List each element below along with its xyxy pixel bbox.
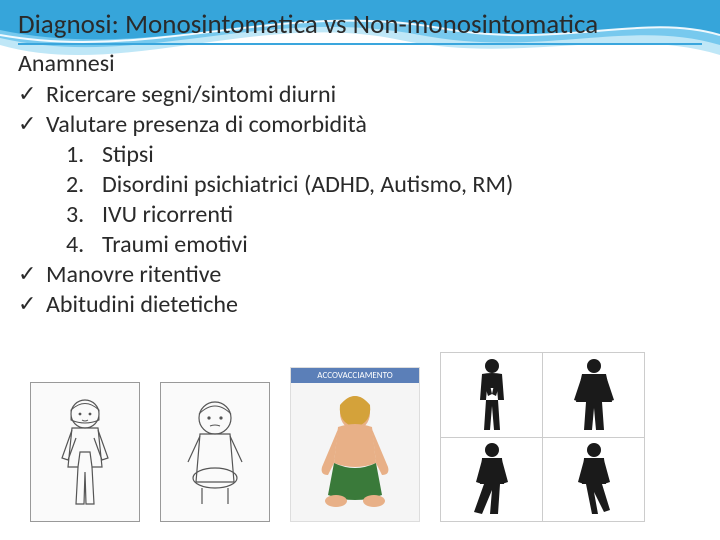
pictogram-cell-1 [441, 353, 542, 437]
numbered-item: 4.Traumi emotivi [66, 230, 702, 260]
check-icon: ✓ [18, 260, 46, 288]
check-text: Manovre ritentive [46, 260, 221, 290]
numbered-item: 1.Stipsi [66, 140, 702, 170]
num-text: IVU ricorrenti [102, 200, 233, 230]
check-item: ✓ Manovre ritentive [18, 260, 702, 290]
check-text: Valutare presenza di comorbidità [46, 110, 367, 140]
check-item: ✓ Valutare presenza di comorbidità [18, 110, 702, 140]
num-text: Stipsi [102, 140, 154, 170]
center-caption: ACCOVACCIAMENTO [291, 368, 419, 383]
numbered-list: 1.Stipsi 2.Disordini psichiatrici (ADHD,… [66, 140, 702, 260]
sketch-figure-2 [160, 382, 270, 522]
numbered-item: 3.IVU ricorrenti [66, 200, 702, 230]
center-figure: ACCOVACCIAMENTO [290, 367, 420, 522]
num-label: 3. [66, 200, 102, 230]
num-text: Disordini psichiatrici (ADHD, Autismo, R… [102, 170, 513, 200]
check-icon: ✓ [18, 80, 46, 108]
num-label: 1. [66, 140, 102, 170]
check-list-2: ✓ Manovre ritentive ✓ Abitudini dietetic… [18, 260, 702, 320]
slide-content: Diagnosi: Monosintomatica vs Non-monosin… [0, 0, 720, 320]
pictogram-grid [440, 352, 645, 522]
pictogram-cell-2 [543, 353, 644, 437]
check-icon: ✓ [18, 110, 46, 138]
check-item: ✓ Ricercare segni/sintomi diurni [18, 80, 702, 110]
check-text: Abitudini dietetiche [46, 290, 238, 320]
numbered-item: 2.Disordini psichiatrici (ADHD, Autismo,… [66, 170, 702, 200]
slide-title: Diagnosi: Monosintomatica vs Non-monosin… [18, 8, 702, 45]
subheading: Anamnesi [18, 49, 702, 78]
num-label: 2. [66, 170, 102, 200]
check-list-1: ✓ Ricercare segni/sintomi diurni ✓ Valut… [18, 80, 702, 140]
pictogram-cell-3 [441, 438, 542, 522]
num-label: 4. [66, 230, 102, 260]
check-item: ✓ Abitudini dietetiche [18, 290, 702, 320]
image-row: ACCOVACCIAMENTO [30, 352, 645, 522]
sketch-figure-1 [30, 382, 140, 522]
num-text: Traumi emotivi [102, 230, 248, 260]
check-text: Ricercare segni/sintomi diurni [46, 80, 336, 110]
pictogram-cell-4 [543, 438, 644, 522]
check-icon: ✓ [18, 290, 46, 318]
